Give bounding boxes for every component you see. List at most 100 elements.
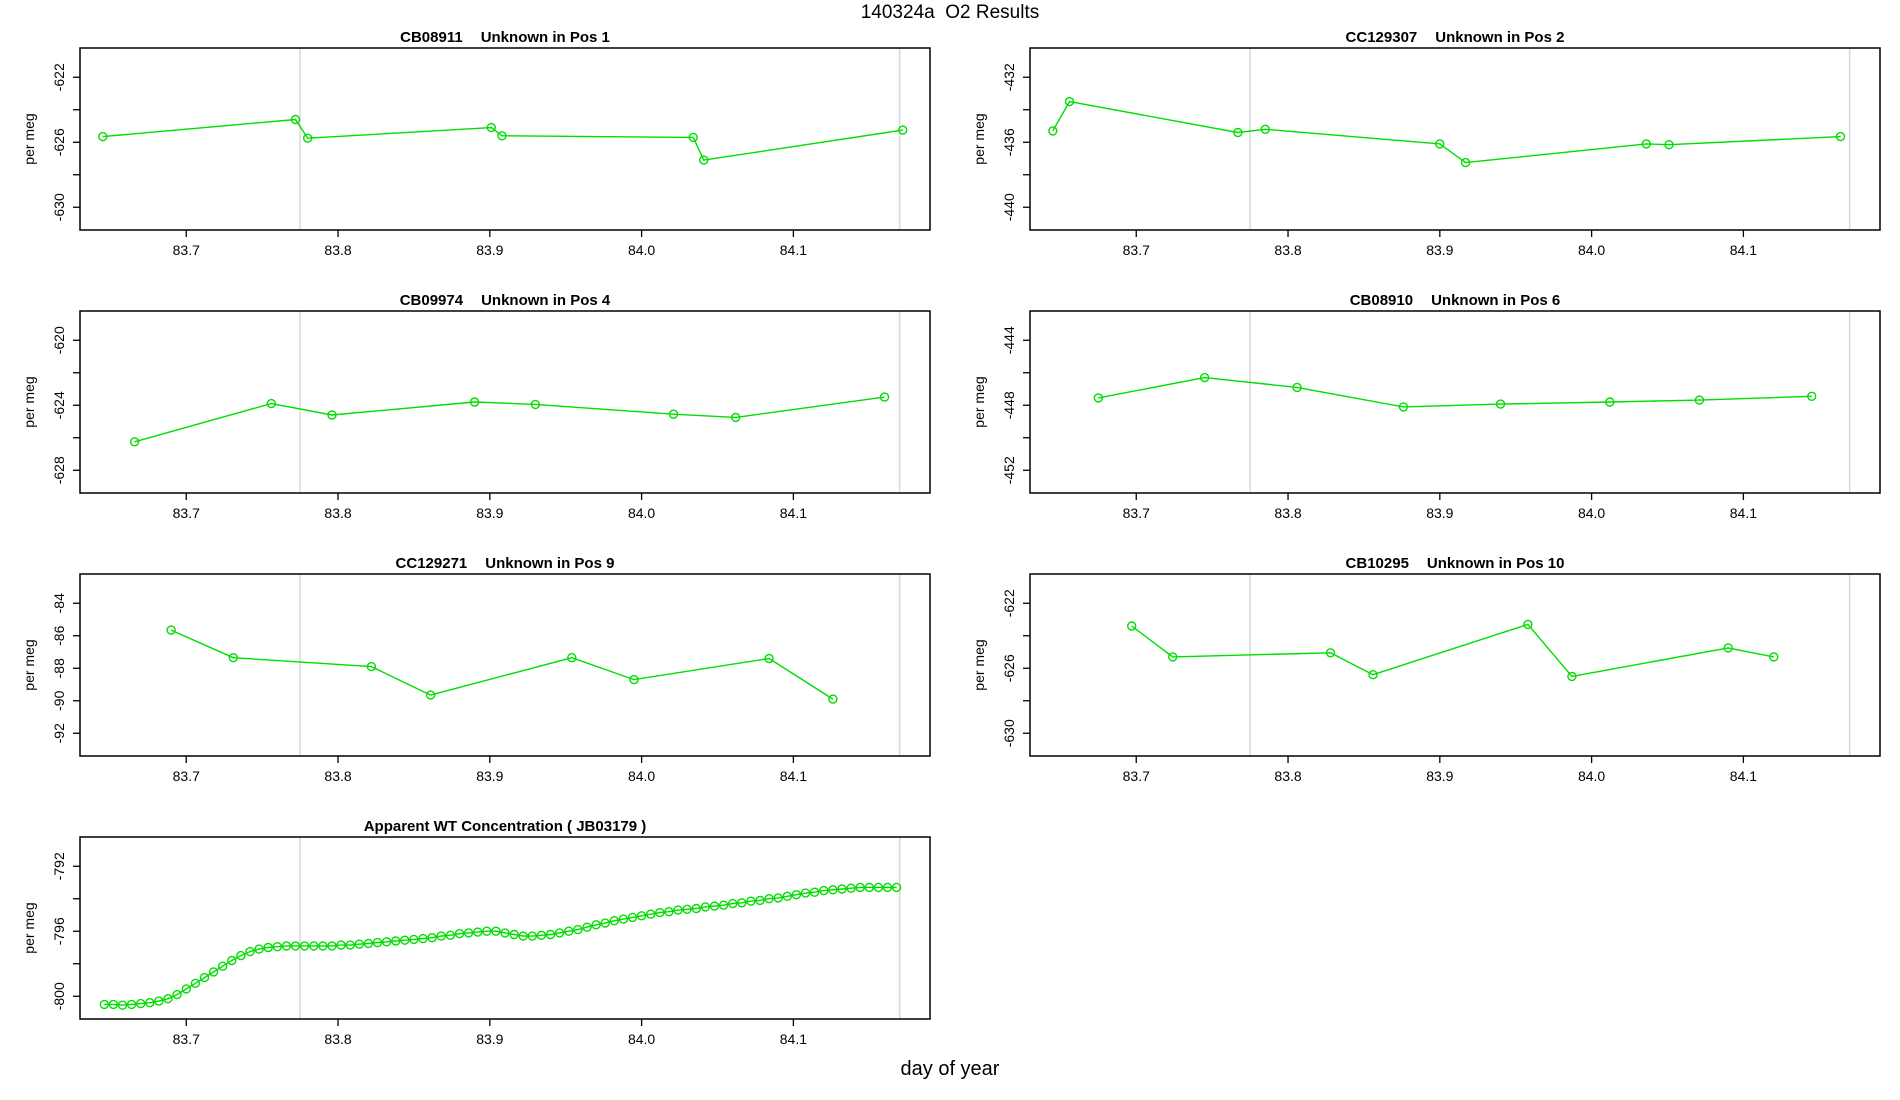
x-tick-label: 83.8 — [324, 1031, 351, 1047]
y-tick-label: -440 — [1001, 193, 1017, 221]
data-point-marker — [245, 946, 255, 957]
panel-title: CC129307 Unknown in Pos 2 — [1346, 30, 1565, 46]
series-line — [170, 629, 834, 700]
data-point-marker — [1664, 139, 1674, 150]
x-tick-label: 83.7 — [1123, 242, 1150, 258]
data-point-marker — [828, 885, 838, 895]
data-point-marker — [1199, 372, 1210, 383]
y-tick-label: -444 — [1001, 326, 1017, 354]
plot-box — [79, 573, 931, 757]
y-axis-label: per meg — [21, 639, 37, 690]
data-point-marker — [564, 926, 574, 936]
data-point-marker — [391, 936, 401, 946]
panel-title: CB09974 Unknown in Pos 4 — [400, 293, 611, 309]
x-tick-label: 84.0 — [628, 1031, 655, 1047]
data-point-marker — [400, 935, 410, 945]
data-point-marker — [873, 882, 884, 893]
x-tick-label: 83.9 — [476, 768, 503, 784]
data-point-marker — [1398, 402, 1409, 412]
data-point-marker — [290, 941, 301, 951]
data-point-marker — [108, 999, 119, 1010]
data-point-marker — [427, 932, 437, 943]
data-point-marker — [336, 940, 346, 950]
x-tick-label: 84.0 — [628, 242, 655, 258]
y-tick-label: -800 — [51, 982, 67, 1010]
data-point-marker — [837, 884, 847, 894]
data-point-marker — [800, 888, 811, 898]
data-point-marker — [668, 409, 679, 419]
data-point-marker — [609, 915, 619, 926]
data-point-marker — [372, 937, 383, 948]
data-point-marker — [327, 941, 337, 951]
data-point-marker — [554, 928, 565, 938]
panel-plot: 83.7 83.8 83.9 84.0 84.1 -440 -436 -432 per meg C… — [971, 30, 1881, 258]
data-point-marker — [217, 961, 228, 971]
data-point-marker — [746, 896, 756, 906]
x-tick-label: 83.9 — [1426, 768, 1453, 784]
data-point-marker — [1260, 124, 1270, 135]
x-tick-label: 83.9 — [1426, 242, 1453, 258]
data-point-marker — [129, 437, 140, 447]
data-point-marker — [567, 652, 577, 663]
x-tick-label: 83.9 — [476, 505, 503, 521]
panel-plot: 83.7 83.8 83.9 84.0 84.1 -630 -626 -622 per meg C… — [971, 556, 1881, 784]
figure-title: 140324a O2 Results — [860, 2, 1040, 23]
data-point-marker — [454, 928, 465, 939]
x-tick-label: 84.1 — [780, 768, 807, 784]
series-line — [1131, 623, 1774, 678]
y-tick-label: -436 — [1001, 128, 1017, 156]
panel-cb08911: 83.7 83.8 83.9 84.0 84.1 -630 -626 -622 per meg C… — [0, 30, 950, 293]
data-point-marker — [486, 122, 496, 133]
x-tick-label: 83.9 — [1426, 505, 1453, 521]
data-point-marker — [1769, 652, 1779, 662]
x-axis-label: day of year — [900, 1058, 1000, 1080]
x-tick-label: 84.1 — [1730, 505, 1757, 521]
data-point-marker — [682, 904, 692, 915]
y-axis-label: per meg — [971, 639, 987, 690]
data-point-marker — [172, 989, 182, 1000]
data-point-marker — [1641, 139, 1651, 149]
x-tick-label: 84.1 — [780, 242, 807, 258]
y-tick-label: -448 — [1001, 391, 1017, 419]
x-tick-label: 84.0 — [628, 505, 655, 521]
data-point-marker — [509, 929, 519, 940]
panel-plot: 83.7 83.8 83.9 84.0 84.1 -800 -796 -792 per meg A… — [21, 819, 931, 1047]
data-point-marker — [491, 926, 501, 936]
data-point-marker — [1292, 382, 1302, 393]
x-tick-label: 83.7 — [1123, 768, 1150, 784]
x-tick-label: 83.9 — [476, 242, 503, 258]
data-point-marker — [482, 926, 492, 936]
data-point-marker — [573, 924, 583, 935]
data-point-marker — [591, 920, 601, 930]
data-point-marker — [163, 993, 173, 1004]
data-point-marker — [98, 131, 108, 142]
data-point-marker — [545, 929, 556, 940]
y-tick-label: -630 — [51, 193, 67, 221]
data-point-marker — [281, 941, 292, 951]
panel-title: CC129271 Unknown in Pos 9 — [396, 556, 615, 572]
panel-cb10295: 83.7 83.8 83.9 84.0 84.1 -630 -626 -622 per meg C… — [950, 556, 1900, 819]
x-tick-label: 84.1 — [1730, 242, 1757, 258]
y-tick-label: -86 — [51, 625, 67, 645]
data-point-marker — [582, 922, 592, 932]
panel-cb09974: 83.7 83.8 83.9 84.0 84.1 -628 -624 -620 per meg C… — [0, 293, 950, 556]
y-tick-label: -84 — [51, 593, 67, 613]
data-point-marker — [646, 909, 656, 919]
data-point-marker — [1460, 157, 1471, 168]
data-point-marker — [527, 931, 537, 941]
data-point-marker — [764, 653, 774, 664]
data-point-marker — [809, 887, 820, 897]
data-point-marker — [737, 898, 747, 908]
data-point-marker — [199, 972, 210, 983]
data-point-marker — [263, 942, 273, 953]
x-tick-label: 83.7 — [1123, 505, 1150, 521]
data-point-marker — [782, 891, 792, 902]
data-point-marker — [1233, 127, 1243, 138]
panel-plot: 83.7 83.8 83.9 84.0 84.1 -628 -624 -620 per meg C… — [21, 293, 931, 521]
data-point-marker — [846, 883, 856, 893]
panel-title: CB08911 Unknown in Pos 1 — [400, 30, 610, 46]
panel-cc129307: 83.7 83.8 83.9 84.0 84.1 -440 -436 -432 per meg C… — [950, 30, 1900, 293]
panel-plot: 83.7 83.8 83.9 84.0 84.1 -92 -90 -88 -86 -84 per m… — [21, 556, 931, 784]
plot-box — [1029, 573, 1881, 757]
y-tick-label: -452 — [1001, 456, 1017, 484]
